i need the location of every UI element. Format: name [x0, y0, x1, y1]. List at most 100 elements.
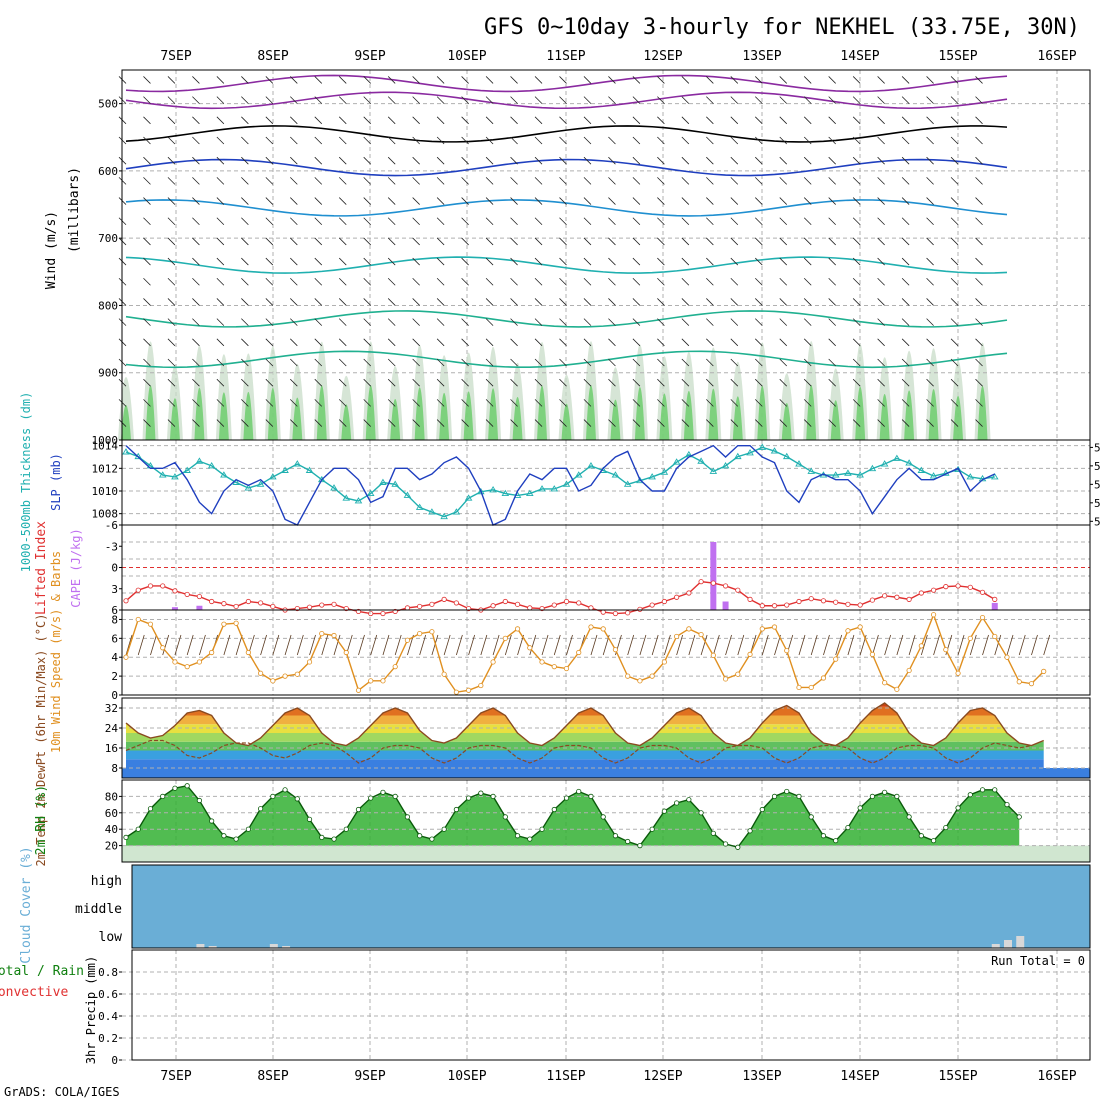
wind-barb: [143, 399, 151, 407]
wind10-point: [343, 649, 349, 656]
wind-barb: [608, 197, 616, 205]
wind-barb: [950, 399, 959, 407]
wind-barb: [779, 177, 788, 185]
tick-label: -3: [105, 540, 118, 553]
cape-bar: [171, 607, 178, 610]
wind-barb: [436, 358, 445, 367]
wind-barb: [852, 177, 861, 185]
wind-barb: [559, 76, 567, 84]
surface-wind-barb: [235, 634, 243, 656]
wind-barb: [975, 358, 983, 367]
lifted-index-point: [992, 596, 998, 602]
axis-label: 10m Wind Speed (m/s) & Barbs: [49, 551, 63, 753]
wind-barb: [779, 217, 788, 226]
wind-barb: [290, 399, 298, 407]
wind-barb: [877, 338, 885, 347]
wind-barb: [583, 136, 592, 145]
wind-barb: [706, 257, 714, 266]
wind-barb: [779, 358, 788, 367]
top-date-label: 7SEP: [160, 49, 191, 64]
wind-barb: [803, 197, 812, 205]
wind-barb: [632, 399, 641, 407]
wind-barb: [657, 338, 665, 347]
wind-barb: [143, 358, 151, 367]
wind-barb: [706, 318, 714, 326]
wind-barb: [436, 257, 445, 266]
wind10-point: [747, 651, 753, 657]
rh-point: [882, 789, 888, 795]
wind10-point: [514, 626, 521, 632]
top-date-label: 12SEP: [643, 49, 682, 64]
wind-barb: [975, 338, 983, 347]
surface-wind-barb: [933, 634, 940, 656]
wind-barb: [803, 277, 812, 286]
wind-barb: [241, 378, 249, 387]
wind-barb: [754, 177, 763, 185]
wind-barb: [387, 136, 396, 145]
wind-barb: [241, 116, 249, 125]
tick-label: 1012: [92, 462, 119, 475]
wind-barb: [901, 277, 910, 286]
lifted-index-point: [747, 596, 753, 602]
wind-barb: [852, 116, 861, 125]
thickness-point: [428, 508, 436, 515]
rh-shade-high: [757, 385, 768, 440]
wind-barb: [485, 76, 494, 84]
wind-barb: [534, 358, 543, 367]
top-date-label: 8SEP: [257, 49, 288, 64]
wind-barb: [510, 338, 518, 347]
surface-wind-barb: [333, 634, 341, 656]
wind-barb: [901, 96, 910, 104]
surface-wind-barb: [847, 634, 855, 656]
wind-barb: [314, 298, 323, 306]
surface-wind-barb: [872, 634, 879, 656]
wind-barb: [754, 76, 763, 84]
wind-barb: [265, 318, 274, 326]
wind-barb: [559, 116, 567, 125]
wind-barb: [754, 419, 763, 427]
wind-barb: [657, 217, 665, 226]
dewpoint-line: [125, 739, 1032, 764]
wind-barb: [583, 237, 592, 246]
wind-barb: [803, 378, 812, 387]
wind-barb: [461, 156, 469, 165]
wind-barb: [681, 419, 690, 427]
wind10-point: [306, 659, 313, 665]
axis-label: (millibars): [67, 167, 82, 253]
rh-point: [417, 833, 423, 839]
rh-point: [319, 834, 325, 841]
wind-barb: [290, 156, 298, 165]
wind-barb: [950, 177, 959, 185]
lifted-index-point: [221, 601, 227, 607]
rh-point: [796, 793, 802, 800]
wind10-point: [368, 678, 374, 684]
wind-barb: [412, 177, 420, 185]
rh-point: [906, 814, 912, 820]
wind10-point: [270, 678, 276, 684]
wind-barb: [632, 358, 641, 367]
thickness-point: [697, 457, 705, 464]
rh-point: [759, 806, 765, 813]
wind-barb: [706, 116, 714, 125]
surface-wind-barb: [1018, 634, 1026, 656]
wind-barb: [192, 399, 200, 407]
thickness-point: [281, 466, 289, 473]
surface-wind-barb: [651, 634, 659, 656]
wind-barb: [559, 419, 567, 427]
rh-point: [979, 787, 986, 793]
rh-shade-high: [316, 385, 327, 440]
wind-barb: [559, 197, 567, 205]
wind10-point: [1028, 681, 1035, 687]
wind-barb: [510, 116, 518, 125]
wind-barb: [608, 116, 616, 125]
wind-barb: [485, 197, 494, 205]
wind-barb: [412, 257, 420, 266]
lifted-index-point: [576, 600, 582, 606]
thickness-point: [734, 452, 742, 460]
wind-barb: [803, 177, 812, 185]
wind-barb: [681, 318, 690, 326]
cloud-fill: [132, 865, 1090, 948]
lifted-index-point: [502, 598, 508, 605]
wind-barb: [510, 96, 518, 104]
wind-barb: [583, 378, 592, 387]
